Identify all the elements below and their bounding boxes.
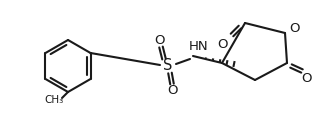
Text: O: O — [218, 39, 228, 51]
Text: O: O — [290, 23, 300, 35]
Text: O: O — [302, 72, 312, 86]
Text: CH₃: CH₃ — [44, 95, 64, 105]
Text: HN: HN — [189, 40, 209, 54]
Text: O: O — [155, 35, 165, 47]
Text: S: S — [163, 58, 173, 73]
Text: O: O — [168, 84, 178, 98]
